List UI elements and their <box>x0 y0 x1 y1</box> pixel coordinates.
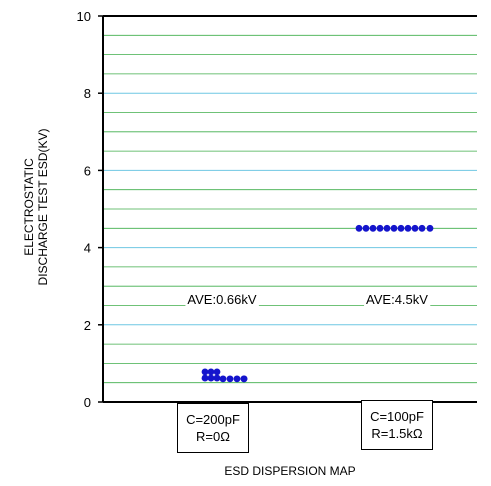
data-point <box>411 224 419 232</box>
condition-1-capacitance: C=200pF <box>186 412 240 427</box>
annotation-background <box>185 291 259 308</box>
grid-lines <box>103 15 477 384</box>
condition-box-1: C=200pF R=0Ω <box>177 403 249 453</box>
y-ticks: 0 2 4 6 8 10 <box>77 9 103 410</box>
data-point <box>207 368 215 376</box>
y-axis-label-line-2: DISCHARGE TEST ESD(KV) <box>36 128 50 286</box>
annotations: AVE:0.66kV AVE:4.5kV <box>185 291 431 308</box>
data-point <box>376 224 384 232</box>
y-axis-label-line-1: ELECTROSTATIC <box>22 158 36 256</box>
data-point <box>362 224 370 232</box>
y-axis-label: ELECTROSTATIC DISCHARGE TEST ESD(KV) <box>22 129 50 286</box>
data-point <box>201 374 209 382</box>
condition-2-resistance: R=1.5kΩ <box>371 426 423 441</box>
data-point <box>226 375 234 383</box>
data-point <box>219 375 227 383</box>
data-point <box>207 374 215 382</box>
data-point <box>369 224 377 232</box>
condition-box-2: C=100pF R=1.5kΩ <box>361 400 433 450</box>
y-tick-label: 10 <box>77 9 91 24</box>
x-axis-label: ESD DISPERSION MAP <box>224 464 356 478</box>
average-annotation: AVE:0.66kV <box>187 292 256 307</box>
y-tick-label: 6 <box>84 163 91 178</box>
annotation-background <box>364 291 431 308</box>
data-points <box>201 224 434 383</box>
data-point <box>397 224 405 232</box>
data-point <box>418 224 426 232</box>
data-point <box>404 224 412 232</box>
y-tick-label: 4 <box>84 241 91 256</box>
y-tick-label: 2 <box>84 318 91 333</box>
condition-2-capacitance: C=100pF <box>370 409 424 424</box>
data-point <box>213 368 221 376</box>
data-point <box>426 224 434 232</box>
average-annotation: AVE:4.5kV <box>366 292 428 307</box>
data-point <box>201 368 209 376</box>
y-tick-label: 0 <box>84 395 91 410</box>
y-tick-label: 8 <box>84 86 91 101</box>
data-point <box>383 224 391 232</box>
condition-1-resistance: R=0Ω <box>196 429 230 444</box>
data-point <box>355 224 363 232</box>
data-point <box>233 375 241 383</box>
data-point <box>390 224 398 232</box>
data-point <box>213 374 221 382</box>
data-point <box>240 375 248 383</box>
